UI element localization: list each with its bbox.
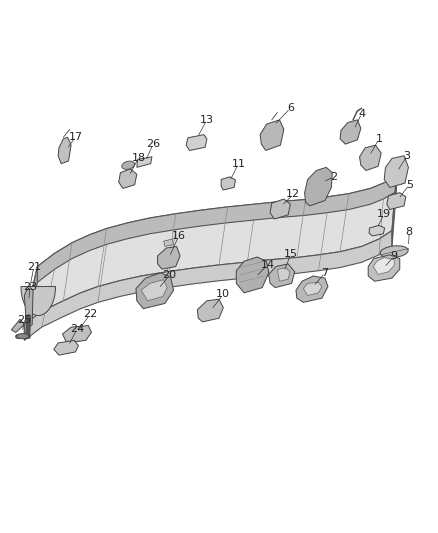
Polygon shape: [368, 255, 400, 281]
Polygon shape: [63, 326, 92, 343]
Text: 7: 7: [321, 268, 328, 278]
Text: 24: 24: [70, 324, 84, 334]
Text: 10: 10: [216, 289, 230, 300]
Text: 12: 12: [286, 189, 300, 199]
Text: 17: 17: [68, 132, 82, 142]
Polygon shape: [186, 135, 207, 150]
Ellipse shape: [380, 246, 408, 257]
Polygon shape: [164, 239, 173, 246]
Polygon shape: [54, 341, 78, 355]
Text: 16: 16: [172, 231, 186, 241]
Text: 23: 23: [23, 281, 37, 292]
Text: 1: 1: [375, 134, 382, 144]
Text: 11: 11: [231, 159, 245, 168]
Polygon shape: [277, 268, 290, 281]
Ellipse shape: [17, 334, 29, 339]
Text: 2: 2: [330, 172, 337, 182]
Text: 18: 18: [131, 153, 145, 163]
Polygon shape: [221, 177, 236, 190]
Text: 9: 9: [391, 251, 398, 261]
Text: 14: 14: [260, 260, 275, 270]
Polygon shape: [360, 145, 381, 171]
Text: 22: 22: [83, 309, 97, 319]
Text: 15: 15: [284, 249, 298, 260]
Polygon shape: [373, 257, 394, 274]
Text: 4: 4: [358, 109, 365, 118]
Text: 6: 6: [287, 103, 294, 114]
Polygon shape: [269, 264, 295, 288]
Polygon shape: [136, 273, 173, 309]
Polygon shape: [25, 288, 33, 327]
Polygon shape: [392, 176, 396, 246]
Polygon shape: [25, 176, 396, 325]
Polygon shape: [21, 287, 56, 316]
Ellipse shape: [122, 161, 134, 169]
Polygon shape: [236, 257, 269, 293]
Polygon shape: [37, 176, 396, 282]
Polygon shape: [25, 231, 392, 341]
Polygon shape: [296, 276, 328, 302]
Text: 8: 8: [406, 227, 413, 237]
Polygon shape: [119, 169, 137, 189]
Polygon shape: [137, 157, 152, 167]
Text: 21: 21: [27, 262, 41, 271]
Text: 20: 20: [162, 270, 177, 280]
Polygon shape: [158, 246, 180, 269]
Text: 5: 5: [406, 180, 413, 190]
Text: 25: 25: [18, 316, 32, 325]
Polygon shape: [11, 319, 25, 333]
Polygon shape: [387, 192, 406, 209]
Polygon shape: [58, 138, 71, 164]
Polygon shape: [340, 120, 361, 144]
Text: 26: 26: [146, 139, 160, 149]
Polygon shape: [384, 156, 408, 188]
Polygon shape: [25, 266, 37, 341]
Polygon shape: [304, 282, 322, 295]
Polygon shape: [304, 167, 332, 206]
Polygon shape: [141, 280, 167, 301]
Polygon shape: [198, 299, 223, 322]
Polygon shape: [260, 120, 284, 150]
Text: 3: 3: [403, 151, 410, 161]
Text: 19: 19: [377, 209, 391, 219]
Polygon shape: [369, 225, 385, 236]
Polygon shape: [270, 199, 290, 219]
Text: 13: 13: [200, 115, 214, 125]
